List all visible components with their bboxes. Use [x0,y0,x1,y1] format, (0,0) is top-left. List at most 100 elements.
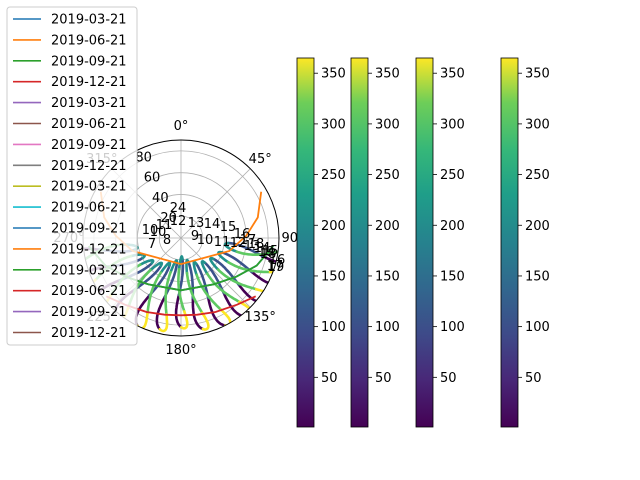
colorbar-tick-label: 300 [321,117,346,132]
colorbar-tick-label: 250 [525,168,550,183]
analemma-segment [138,258,155,266]
legend-label: 2019-12-21 [51,75,127,90]
hour-label: 13 [188,216,205,231]
theta-tick-label: 180° [165,343,196,358]
hour-label: 18 [260,247,277,262]
colorbar-tick-label: 300 [375,117,400,132]
hour-label: 14 [254,241,271,256]
analemma-segment [206,296,227,327]
legend: 2019-03-21 2019-06-21 2019-09-21 2019-12-21… [6,6,138,346]
hour-label: 13 [244,239,261,254]
hour-label: 15 [262,244,279,259]
colorbar-tick-label: 50 [525,371,542,386]
colorbar-tick-label: 250 [321,168,346,183]
hour-label: 9 [191,229,199,244]
r-tick-label: 40 [152,191,169,206]
legend-label: 2019-12-21 [51,159,127,174]
colorbar-tick-label: 50 [375,371,392,386]
analemma-segment [209,256,220,271]
colorbar-tick-label: 200 [375,219,400,234]
hour-label: 12 [230,236,247,251]
hour-label: 11 [156,218,173,233]
colorbar-tick-label: 50 [321,371,338,386]
legend-label: 2019-03-21 [51,96,127,111]
legend-label: 2019-03-21 [51,13,127,28]
analemma-segment [220,251,254,274]
legend-label: 2019-03-21 [51,180,127,195]
colorbar-tick-label: 250 [440,168,465,183]
colorbar-tick-label: 150 [525,269,550,284]
r-tick-label: 60 [144,171,161,186]
analemma-segment [187,261,195,300]
analemma-segment [149,261,164,272]
hour-label: 14 [204,217,221,232]
analemma-segment [163,261,179,299]
legend-label: 2019-06-21 [51,284,127,299]
hour-label: 10 [142,223,159,238]
colorbar-tick-label: 350 [525,67,550,82]
hour-label: 10 [150,225,167,240]
hour-label: 7 [148,237,156,252]
hour-label: 24 [170,201,187,216]
analemma-segment [194,262,210,300]
analemma-segment [191,296,205,331]
legend-label: 2019-09-21 [51,54,127,69]
colorbar-tick-label: 150 [440,269,465,284]
analemma-segment [185,258,190,275]
analemma-segment [260,254,279,265]
analemma-segment [206,272,241,304]
analemma-segment [200,260,209,276]
analemma-segment [155,295,166,331]
analemma-segment [192,260,198,277]
hour-label: 8 [163,233,171,248]
analemma-segment [185,271,204,315]
legend-label: 2019-09-21 [51,138,127,153]
analemma-segment [158,313,169,333]
legend-label: 2019-06-21 [51,117,127,132]
legend-label: 2019-12-21 [51,242,127,257]
colorbars: 50 100 150 200 250 300 350 50 100 150 200 250 300 350… [296,57,550,428]
colorbar-tick-label: 300 [525,117,550,132]
r-tick-label: 80 [135,151,152,166]
theta-gridline [180,168,251,239]
analemma-segment [159,261,172,274]
hour-label: 19 [268,260,285,275]
hour-label: 11 [214,235,231,250]
analemma-segment [177,257,185,297]
legend-label: 2019-06-21 [51,33,127,48]
hour-label: 19 [258,245,275,260]
hour-label: 16 [269,253,286,268]
colorbar-tick-label: 250 [375,168,400,183]
legend-label: 2019-12-21 [51,326,127,341]
colorbar-tick-label: 150 [375,269,400,284]
analemma-segment [132,264,163,292]
colorbar-tick-label: 100 [375,320,400,335]
hour-label: 10 [197,233,214,248]
colorbar-tick-label: 200 [321,219,346,234]
legend-label: 2019-09-21 [51,305,127,320]
analemma-segment [195,273,223,312]
analemma-segment [203,261,226,295]
colorbar-tick-label: 300 [440,117,465,132]
colorbar-tick-label: 350 [321,67,346,82]
analemma-segment [164,270,172,316]
r-tick-labels: 20 40 60 80 [135,151,177,226]
analemma-segment [146,271,163,315]
hour-label: 18 [248,237,265,252]
analemma-segment [180,310,189,330]
analemma-segment [212,257,241,286]
colorbar [350,57,369,428]
analemma-segment [235,250,279,256]
colorbar-tick-label: 100 [440,320,465,335]
colorbar-tick-label: 100 [321,320,346,335]
hour-label: 17 [240,233,257,248]
hour-label: 15 [220,220,237,235]
legend-frame [6,6,138,346]
colorbar-tick-label: 350 [375,67,400,82]
hour-label: 12 [170,214,187,229]
theta-tick-label: 0° [174,119,189,134]
colorbar-tick-label: 100 [525,320,550,335]
analemma-segment [148,264,171,297]
colorbar [415,57,434,428]
